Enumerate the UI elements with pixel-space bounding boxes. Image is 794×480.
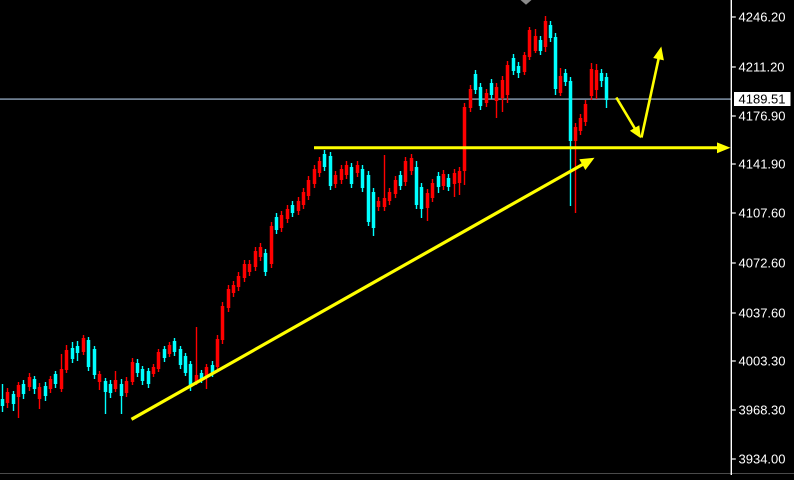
svg-text:4107.60: 4107.60 [739, 206, 786, 221]
svg-text:4141.90: 4141.90 [739, 157, 786, 172]
svg-text:4189.51: 4189.51 [739, 92, 786, 107]
svg-text:4211.20: 4211.20 [739, 60, 785, 75]
svg-text:4246.20: 4246.20 [739, 10, 786, 25]
svg-text:4176.90: 4176.90 [739, 109, 786, 124]
svg-text:4037.60: 4037.60 [739, 306, 786, 321]
svg-text:3968.30: 3968.30 [739, 403, 786, 418]
svg-text:4072.60: 4072.60 [739, 256, 786, 271]
svg-text:4003.30: 4003.30 [739, 354, 786, 369]
svg-text:3934.00: 3934.00 [739, 452, 786, 467]
